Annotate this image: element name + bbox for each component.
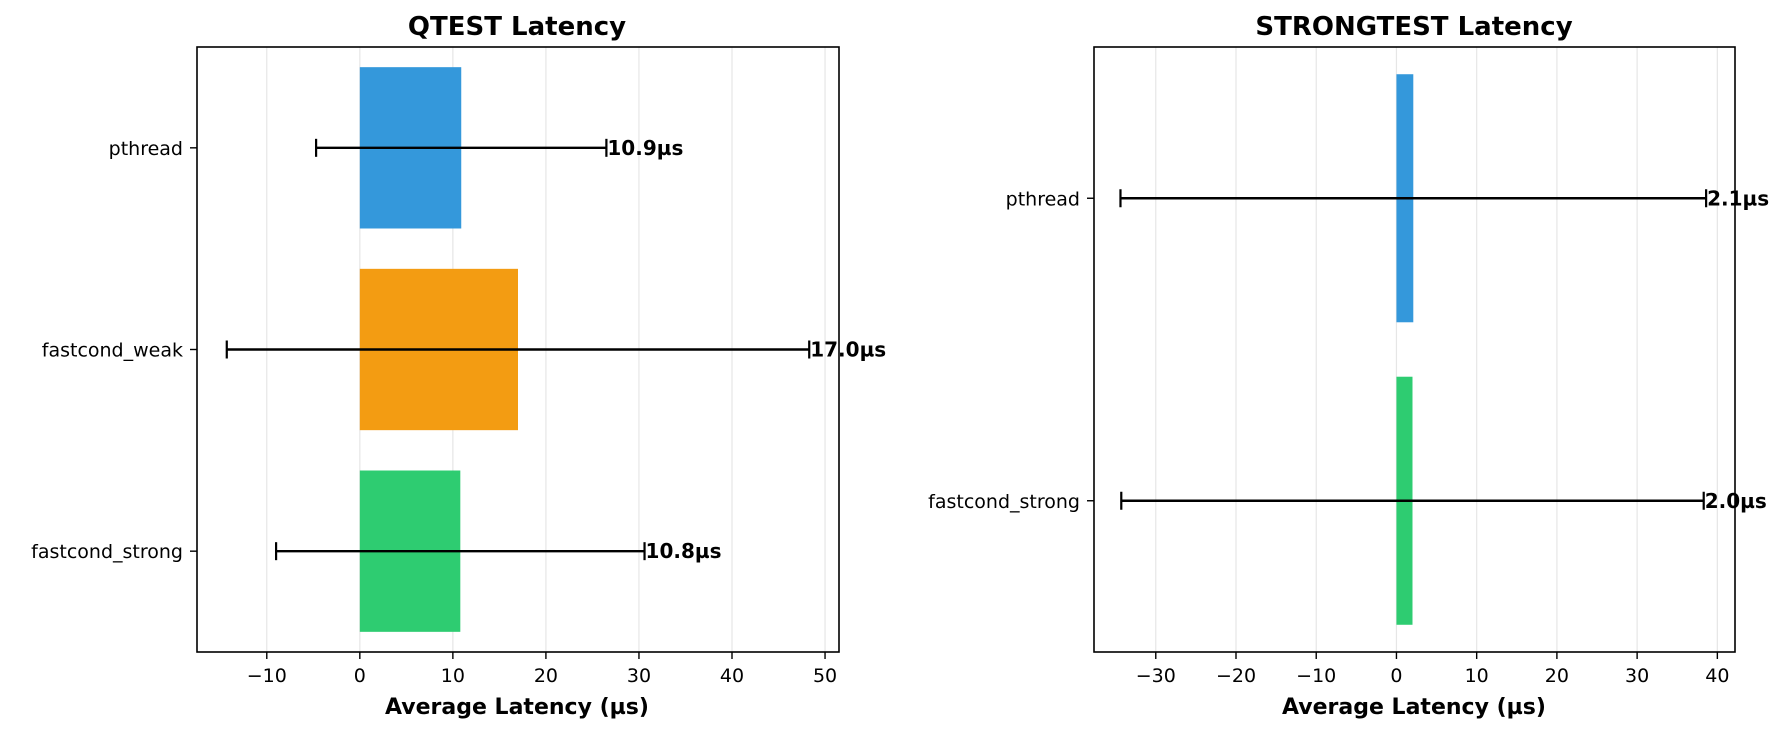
x-tick-label: 20	[534, 665, 558, 687]
x-tick-label: 0	[354, 665, 366, 687]
x-ticks: −10 0 10 20 30 40 50	[247, 652, 837, 687]
x-axis-label: Average Latency (µs)	[1282, 695, 1546, 720]
x-tick-label: 40	[720, 665, 744, 687]
y-ticks: pthread fastcond_strong	[928, 188, 1094, 513]
x-tick-label: −10	[247, 665, 287, 687]
bars	[1396, 74, 1414, 625]
error-bars	[225, 138, 811, 561]
chart-title: STRONGTEST Latency	[1255, 12, 1572, 42]
category-label: pthread	[1006, 188, 1080, 210]
category-label: fastcond_strong	[928, 491, 1080, 513]
qtest-panel: QTEST Latency 10.9µs 17.0µs 10.8µs −10 0 10 2…	[31, 12, 886, 720]
chart-title: QTEST Latency	[408, 12, 626, 42]
x-tick-label: −10	[1296, 665, 1336, 687]
x-tick-label: 30	[627, 665, 651, 687]
y-ticks: pthread fastcond_weak fastcond_strong	[31, 138, 197, 563]
data-label: 10.9µs	[607, 136, 683, 160]
data-label: 17.0µs	[810, 338, 886, 362]
data-labels: 10.9µs 17.0µs 10.8µs	[607, 136, 886, 563]
x-tick-label: 20	[1545, 665, 1569, 687]
x-tick-label: 0	[1390, 665, 1402, 687]
x-tick-label: 50	[813, 665, 837, 687]
x-tick-label: 10	[441, 665, 465, 687]
x-tick-label: 40	[1705, 665, 1729, 687]
x-tick-label: −20	[1216, 665, 1256, 687]
x-tick-label: −30	[1136, 665, 1176, 687]
x-ticks: −30 −20 −10 0 10 20 30 40	[1136, 652, 1729, 687]
x-axis-label: Average Latency (µs)	[385, 695, 649, 720]
x-tick-label: 30	[1625, 665, 1649, 687]
category-label: fastcond_strong	[31, 541, 183, 563]
data-label: 2.1µs	[1707, 186, 1769, 210]
category-label: fastcond_weak	[42, 340, 183, 362]
error-bars	[1119, 189, 1708, 510]
plot-frame	[1093, 46, 1736, 653]
x-tick-label: 10	[1465, 665, 1489, 687]
data-label: 10.8µs	[646, 539, 722, 563]
grid-lines	[1155, 47, 1718, 652]
category-label: pthread	[109, 138, 183, 160]
